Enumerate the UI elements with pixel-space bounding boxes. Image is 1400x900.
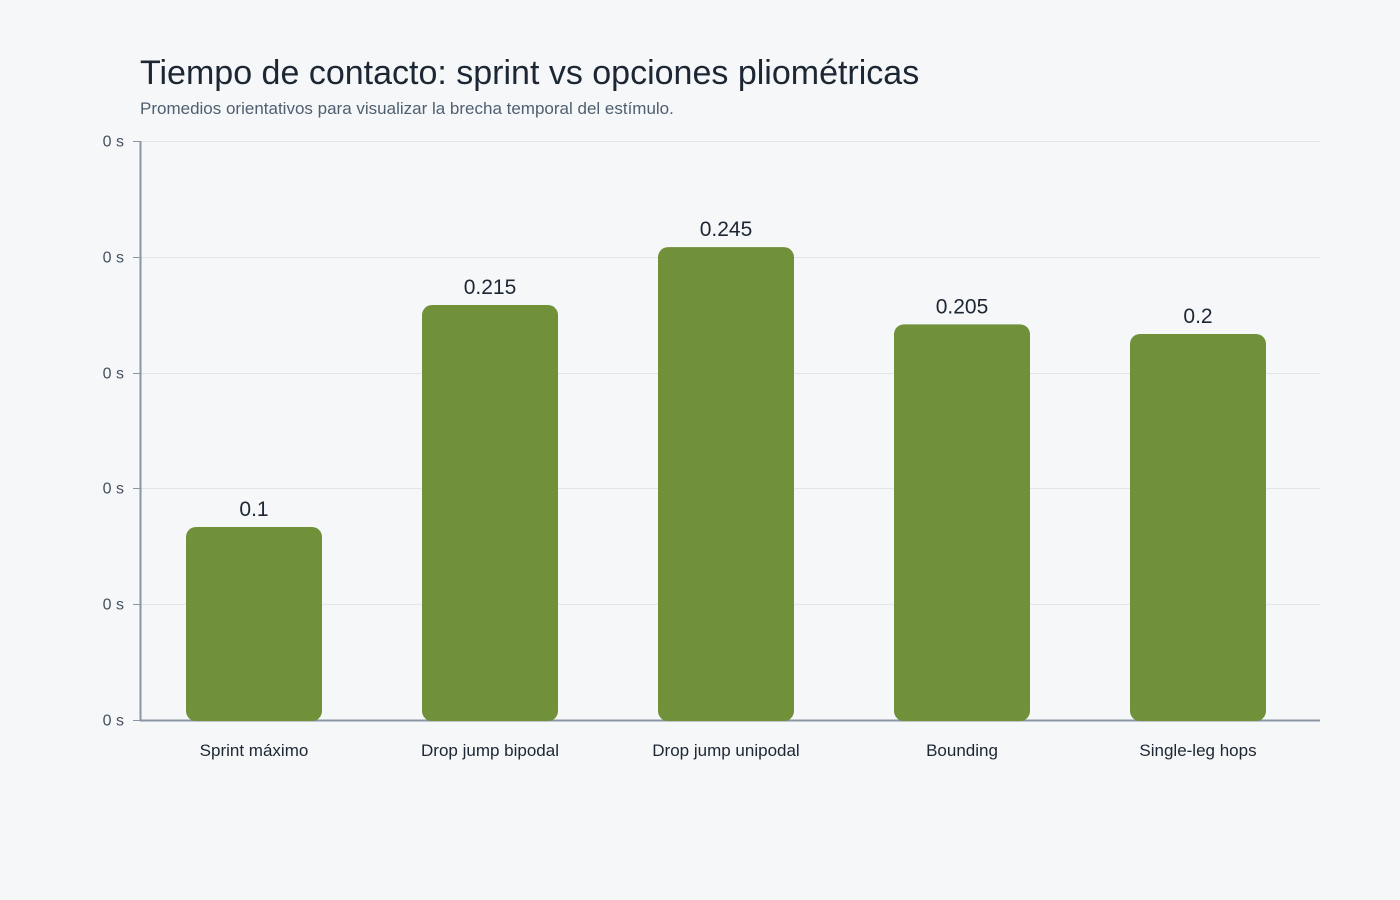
chart-title: Tiempo de contacto: sprint vs opciones p… [140, 54, 920, 92]
x-category-label: Single-leg hops [1139, 741, 1256, 760]
x-category-label: Sprint máximo [200, 741, 309, 760]
bar [894, 324, 1030, 721]
bar [186, 527, 322, 721]
y-tick-label: 0 s [103, 481, 124, 498]
y-tick-label: 0 s [103, 250, 124, 267]
x-category-label: Drop jump bipodal [421, 741, 559, 760]
bar [1130, 334, 1266, 721]
chart-subtitle: Promedios orientativos para visualizar l… [140, 99, 674, 118]
y-tick-label: 0 s [103, 597, 124, 614]
data-labels: 0.1 0.215 0.245 0.205 0.2 [239, 218, 1212, 521]
y-tick-label: 0 s [103, 366, 124, 383]
data-label: 0.1 [239, 498, 268, 521]
x-axis-categories: Sprint máximo Drop jump bipodal Drop jump … [200, 741, 1257, 760]
bars [186, 247, 1266, 721]
bar [658, 247, 794, 721]
x-category-label: Bounding [926, 741, 998, 760]
y-tick-label: 0 s [103, 713, 124, 730]
bar [422, 305, 558, 721]
y-axis-ticks: 0 s 0 s 0 s 0 s 0 s 0 s [103, 134, 140, 730]
data-label: 0.2 [1183, 305, 1212, 328]
data-label: 0.245 [700, 218, 753, 241]
data-label: 0.215 [464, 276, 517, 299]
x-category-label: Drop jump unipodal [652, 741, 799, 760]
y-tick-label: 0 s [103, 134, 124, 151]
data-label: 0.205 [936, 295, 989, 318]
